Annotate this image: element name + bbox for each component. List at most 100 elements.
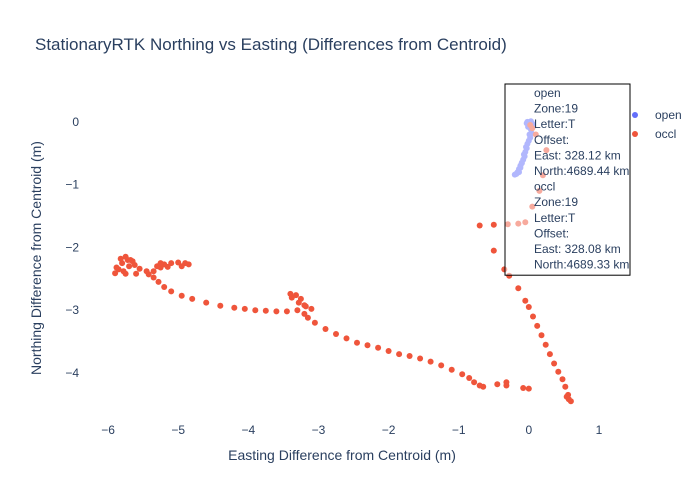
data-point-occl[interactable] [122,253,129,260]
data-point-occl[interactable] [117,255,124,262]
data-point-occl[interactable] [143,268,150,275]
data-point-occl[interactable] [178,263,185,270]
data-point-occl[interactable] [494,381,501,388]
data-point-occl[interactable] [252,307,259,314]
data-point-occl[interactable] [297,295,304,302]
y-tick-label: −1 [65,178,79,192]
data-point-occl[interactable] [189,295,196,302]
legend-marker [632,112,638,118]
data-point-occl[interactable] [559,376,566,383]
data-point-occl[interactable] [287,290,294,297]
data-point-occl[interactable] [546,351,553,358]
y-axis-ticks: 0 −1 −2 −3 −4 [65,115,79,380]
x-tick-label: −3 [312,423,326,437]
data-point-occl[interactable] [150,274,157,281]
data-point-occl[interactable] [112,270,119,277]
legend-item-occl[interactable]: occl [632,127,676,141]
annotation-line: Offset: [534,133,569,147]
data-point-occl[interactable] [185,261,192,268]
legend[interactable]: open occl [632,108,682,141]
data-point-occl[interactable] [555,368,562,375]
data-point-occl[interactable] [293,292,299,299]
data-point-occl[interactable] [133,270,140,277]
data-point-occl[interactable] [471,379,478,386]
data-point-occl[interactable] [563,393,570,400]
data-point-occl[interactable] [157,260,164,267]
data-point-occl[interactable] [120,268,127,275]
data-point-occl[interactable] [490,247,497,254]
x-axis-label: Easting Difference from Centroid (m) [228,447,456,463]
legend-marker [632,131,638,137]
data-point-occl[interactable] [294,307,301,314]
x-axis-ticks: −6 −5 −4 −3 −2 −1 0 1 [101,423,602,437]
data-point-occl[interactable] [503,379,510,386]
data-point-occl[interactable] [161,284,168,290]
annotation-line: Zone:19 [534,195,578,209]
data-point-occl[interactable] [542,341,549,348]
data-point-occl[interactable] [308,305,315,312]
data-point-occl[interactable] [304,314,311,321]
data-point-occl[interactable] [262,307,269,314]
data-point-occl[interactable] [490,221,497,228]
data-point-occl[interactable] [301,310,308,317]
data-point-occl[interactable] [476,382,483,389]
data-point-occl[interactable] [131,262,138,268]
data-point-occl[interactable] [438,362,445,369]
data-point-occl[interactable] [417,355,424,362]
data-point-occl[interactable] [551,360,558,367]
data-point-occl[interactable] [231,304,238,311]
data-point-occl[interactable] [273,308,280,315]
data-point-occl[interactable] [459,371,466,378]
data-point-occl[interactable] [406,353,413,359]
data-point-occl[interactable] [476,222,483,229]
data-point-occl[interactable] [164,263,171,270]
data-point-occl[interactable] [562,383,569,390]
data-point-occl[interactable] [525,304,532,310]
data-point-occl[interactable] [427,358,434,365]
data-point-occl[interactable] [217,302,224,309]
data-point-occl[interactable] [203,299,210,306]
data-point-occl[interactable] [520,385,527,391]
data-point-occl[interactable] [178,292,185,299]
data-point-occl[interactable] [522,297,529,304]
y-tick-label: −3 [65,303,79,317]
data-point-occl[interactable] [530,313,536,320]
data-point-occl[interactable] [113,264,120,271]
data-point-occl[interactable] [538,332,545,339]
data-point-occl[interactable] [375,344,382,351]
data-point-occl[interactable] [515,285,522,292]
data-point-occl[interactable] [354,339,360,346]
data-point-occl[interactable] [385,348,392,354]
legend-item-open[interactable]: open [632,108,682,122]
legend-label: open [655,108,682,122]
data-point-occl[interactable] [127,257,134,263]
data-point-occl[interactable] [155,278,162,285]
data-point-occl[interactable] [168,260,175,267]
data-point-occl[interactable] [126,263,133,270]
data-point-occl[interactable] [301,302,308,309]
annotation-line: occl [534,180,555,194]
data-point-occl[interactable] [322,326,329,332]
data-point-occl[interactable] [364,342,371,349]
x-tick-label: −5 [171,423,185,437]
x-tick-label: 0 [525,423,532,437]
series-occl [112,122,574,405]
data-point-occl[interactable] [525,385,532,392]
data-point-occl[interactable] [150,268,157,275]
data-point-occl[interactable] [168,288,175,295]
data-point-occl[interactable] [283,308,290,315]
data-point-occl[interactable] [241,305,248,312]
x-tick-label: −2 [382,423,396,437]
x-tick-label: 1 [596,423,603,437]
data-point-occl[interactable] [311,319,318,326]
y-tick-label: −2 [65,240,79,254]
data-point-occl[interactable] [136,265,143,272]
data-point-occl[interactable] [396,351,403,358]
data-point-occl[interactable] [466,375,473,381]
data-point-occl[interactable] [343,335,350,342]
data-point-occl[interactable] [333,331,339,337]
data-point-occl[interactable] [448,366,455,373]
data-point-occl[interactable] [534,322,541,329]
